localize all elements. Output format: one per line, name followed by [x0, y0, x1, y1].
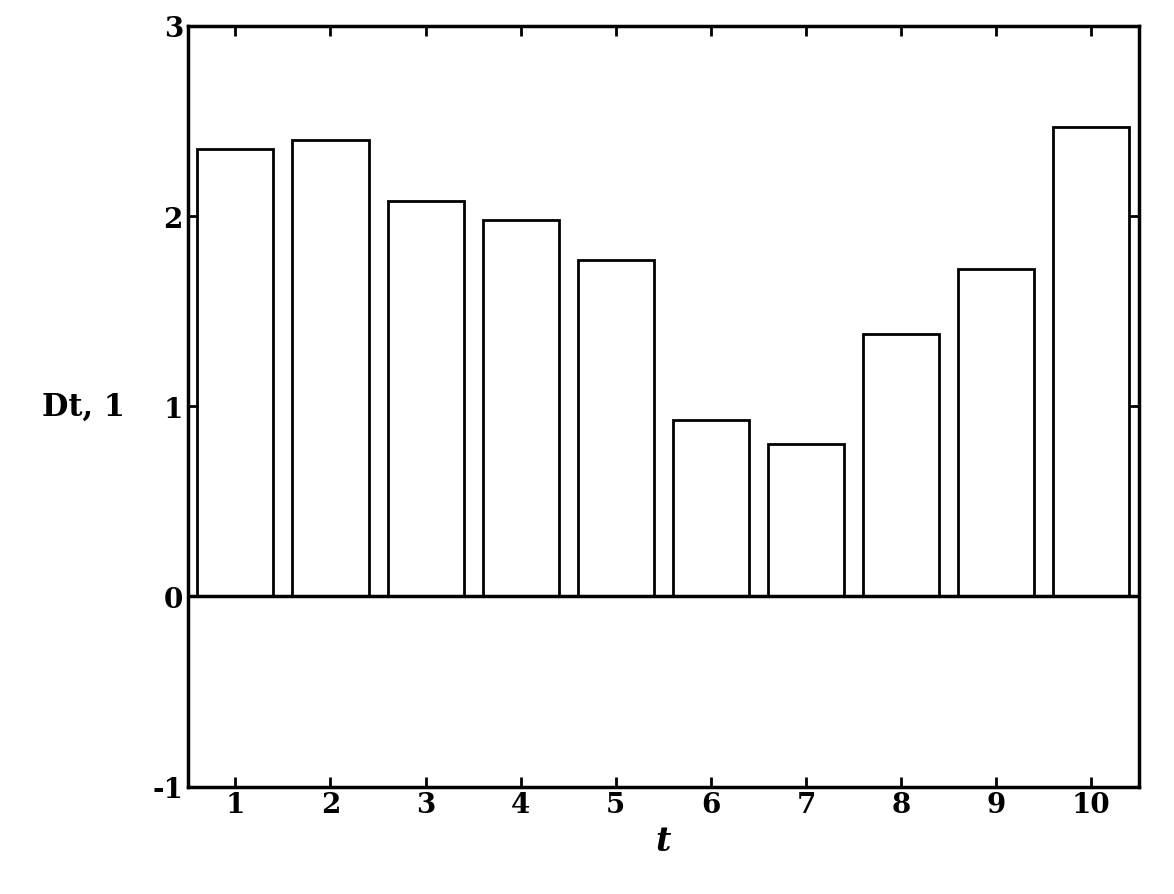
Bar	[387, 201, 464, 597]
Bar	[1053, 128, 1129, 597]
X-axis label: t: t	[655, 824, 672, 857]
Bar	[197, 150, 274, 597]
Bar	[768, 444, 844, 597]
Bar	[863, 334, 939, 597]
Bar	[578, 260, 654, 597]
Bar	[673, 420, 749, 597]
Bar	[292, 140, 369, 597]
Bar	[958, 270, 1034, 597]
Bar	[483, 221, 559, 597]
Text: Dt, 1: Dt, 1	[42, 392, 124, 422]
